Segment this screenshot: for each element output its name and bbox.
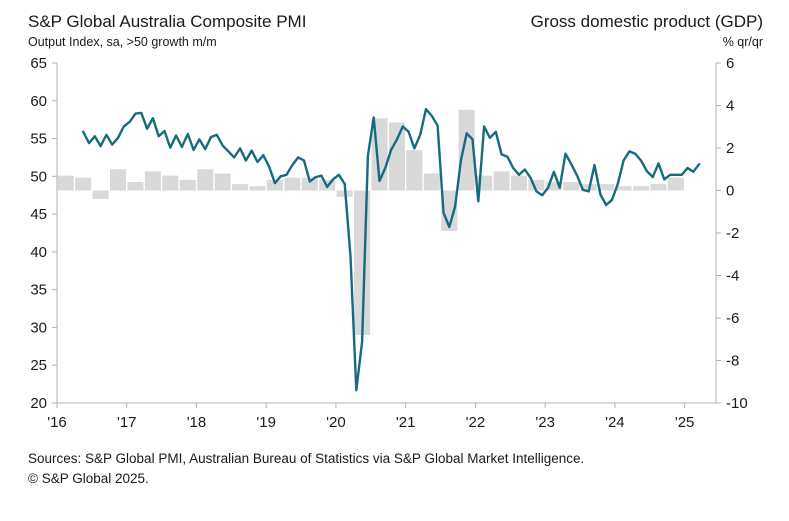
left-axis-label: 65: [30, 55, 47, 72]
chart-header: S&P Global Australia Composite PMI Outpu…: [0, 12, 789, 49]
gdp-bar: [92, 190, 109, 199]
gdp-bar: [214, 173, 231, 191]
right-axis-label: -6: [726, 310, 739, 327]
chart-header-right: Gross domestic product (GDP) % qr/qr: [531, 12, 763, 49]
gdp-bar: [406, 150, 423, 191]
gdp-bar: [266, 179, 283, 191]
x-axis-label: '18: [187, 414, 207, 431]
gdp-bar: [388, 122, 405, 191]
gdp-bar: [144, 171, 161, 191]
gdp-bar: [458, 109, 475, 191]
x-axis-label: '20: [326, 414, 346, 431]
chart-header-left: S&P Global Australia Composite PMI Outpu…: [28, 12, 306, 49]
right-axis-label: -8: [726, 353, 739, 370]
left-axis-label: 40: [30, 244, 47, 261]
gdp-bar: [510, 175, 528, 191]
gdp-bar: [249, 186, 266, 191]
left-axis-label: 60: [30, 93, 47, 110]
x-axis-label: '21: [396, 414, 416, 431]
left-axis-label: 50: [30, 168, 47, 185]
gdp-bar: [162, 175, 179, 191]
chart-subtitle-left: Output Index, sa, >50 growth m/m: [28, 35, 217, 49]
left-axis-label: 30: [30, 319, 47, 336]
x-axis-label: '23: [535, 414, 555, 431]
gdp-bar: [650, 184, 667, 191]
right-axis-label: 0: [726, 183, 734, 200]
left-axis-label: 45: [30, 206, 47, 223]
right-axis-label: -4: [726, 268, 739, 285]
x-axis-label: '24: [605, 414, 625, 431]
gdp-bar: [493, 171, 510, 191]
left-axis-label: 25: [30, 357, 47, 374]
left-axis-label: 35: [30, 282, 47, 299]
gdp-bar: [232, 184, 249, 191]
x-axis-label: '19: [256, 414, 276, 431]
x-axis-label: '16: [47, 414, 67, 431]
gdp-bar: [110, 169, 127, 191]
right-axis-label: 4: [726, 98, 734, 115]
gdp-bar: [284, 177, 301, 191]
gdp-bar: [598, 184, 615, 191]
gdp-bar: [667, 177, 684, 191]
right-axis-label: -10: [726, 395, 748, 412]
pmi-gdp-chart: 656055504540353025206420-2-4-6-8-10'16'1…: [30, 55, 748, 431]
left-axis-label: 20: [30, 395, 47, 412]
gdp-bar: [423, 173, 440, 191]
gdp-bar: [57, 175, 74, 191]
chart-subtitle-right: % qr/qr: [722, 35, 763, 49]
gdp-bar: [301, 177, 318, 191]
chart-title-left: S&P Global Australia Composite PMI: [28, 12, 307, 31]
right-axis-label: 6: [726, 55, 734, 72]
pmi-line: [82, 107, 701, 392]
gdp-bar: [75, 177, 92, 191]
gdp-bar: [545, 182, 562, 191]
source-note: Sources: S&P Global PMI, Australian Bure…: [28, 451, 585, 466]
copyright-note: © S&P Global 2025.: [28, 470, 149, 486]
left-axis-label: 55: [30, 131, 47, 148]
gdp-bar: [441, 190, 458, 231]
chart-footer: Sources: S&P Global PMI, Australian Bure…: [0, 447, 789, 488]
gdp-bar: [615, 186, 632, 191]
gdp-bar: [127, 182, 144, 191]
right-axis-label: 2: [726, 140, 734, 157]
x-axis-label: '25: [675, 414, 695, 431]
chart-title-right: Gross domestic product (GDP): [530, 12, 763, 31]
gdp-bar: [528, 179, 545, 191]
right-axis-label: -2: [726, 225, 739, 242]
gdp-bar: [633, 186, 650, 191]
x-axis-label: '22: [466, 414, 486, 431]
gdp-bar: [563, 182, 580, 191]
x-axis-label: '17: [117, 414, 137, 431]
gdp-bar: [179, 179, 196, 191]
gdp-bar: [197, 169, 214, 191]
